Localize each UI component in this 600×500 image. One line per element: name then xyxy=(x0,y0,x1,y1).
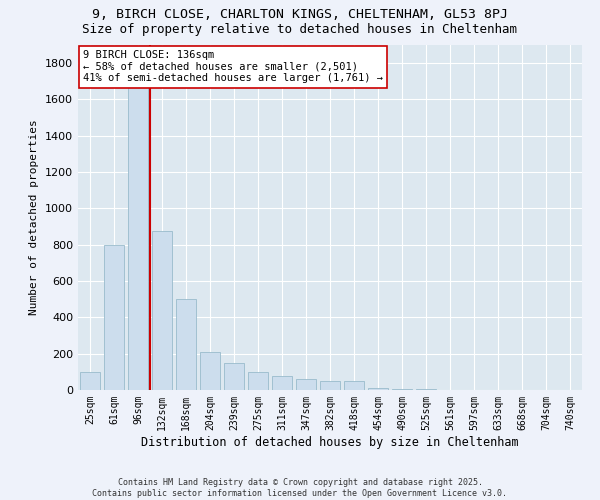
Bar xyxy=(248,372,268,390)
Text: Contains HM Land Registry data © Crown copyright and database right 2025.
Contai: Contains HM Land Registry data © Crown c… xyxy=(92,478,508,498)
Text: Size of property relative to detached houses in Cheltenham: Size of property relative to detached ho… xyxy=(83,22,517,36)
Bar xyxy=(200,352,220,390)
Bar xyxy=(368,388,388,390)
Bar xyxy=(344,381,364,390)
X-axis label: Distribution of detached houses by size in Cheltenham: Distribution of detached houses by size … xyxy=(141,436,519,448)
Bar xyxy=(320,381,340,390)
Bar xyxy=(272,376,292,390)
Bar xyxy=(128,82,148,390)
Y-axis label: Number of detached properties: Number of detached properties xyxy=(29,120,40,316)
Bar xyxy=(224,363,244,390)
Bar xyxy=(104,244,124,390)
Text: 9 BIRCH CLOSE: 136sqm
← 58% of detached houses are smaller (2,501)
41% of semi-d: 9 BIRCH CLOSE: 136sqm ← 58% of detached … xyxy=(83,50,383,84)
Bar xyxy=(176,299,196,390)
Text: 9, BIRCH CLOSE, CHARLTON KINGS, CHELTENHAM, GL53 8PJ: 9, BIRCH CLOSE, CHARLTON KINGS, CHELTENH… xyxy=(92,8,508,20)
Bar xyxy=(296,379,316,390)
Bar xyxy=(392,389,412,390)
Bar xyxy=(80,372,100,390)
Bar xyxy=(152,231,172,390)
